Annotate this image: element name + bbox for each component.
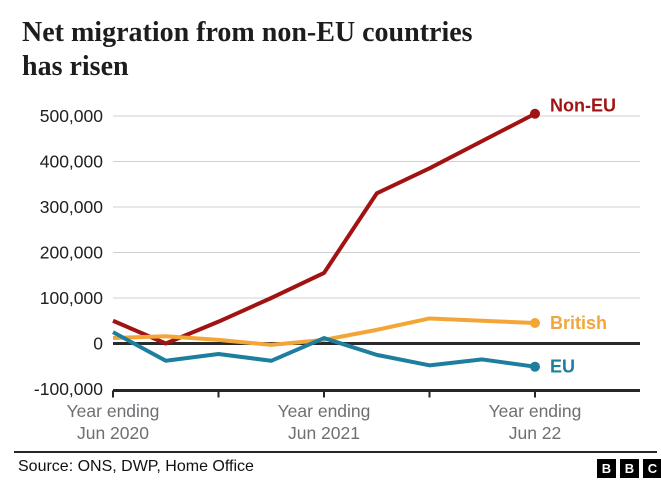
y-tick-label: 500,000 bbox=[40, 106, 104, 126]
x-tick-label-bottom: Jun 22 bbox=[509, 423, 562, 443]
series-line-non-eu bbox=[112, 111, 536, 346]
chart-title-line2: has risen bbox=[22, 50, 129, 82]
source-credit: Source: ONS, DWP, Home Office bbox=[18, 458, 254, 475]
y-tick-label: 300,000 bbox=[40, 197, 104, 217]
y-tick-label: 400,000 bbox=[40, 152, 104, 172]
series-end-dot-british bbox=[530, 318, 540, 329]
bbc-logo-block-b2: B bbox=[620, 459, 639, 478]
series-end-dot-eu bbox=[530, 361, 540, 372]
x-tick-label-bottom: Jun 2020 bbox=[77, 423, 149, 443]
x-tick-label-top: Year ending bbox=[489, 401, 582, 421]
y-tick-label: 0 bbox=[93, 334, 103, 354]
bbc-logo: B B C bbox=[597, 459, 661, 478]
footer-divider bbox=[14, 451, 657, 453]
y-tick-label: -100,000 bbox=[34, 379, 103, 399]
series-label-non-eu: Non-EU bbox=[550, 96, 616, 116]
y-tick-label: 200,000 bbox=[40, 243, 104, 263]
x-tick-label-top: Year ending bbox=[67, 401, 160, 421]
series-end-dot-non-eu bbox=[530, 108, 540, 119]
series-line-eu bbox=[112, 330, 536, 369]
series-label-british: British bbox=[550, 313, 607, 333]
x-tick-label-bottom: Jun 2021 bbox=[288, 423, 360, 443]
chart-title-line1: Net migration from non-EU countries bbox=[22, 17, 473, 48]
x-tick-label-top: Year ending bbox=[278, 401, 371, 421]
y-tick-label: 100,000 bbox=[40, 288, 104, 308]
bbc-logo-block-b1: B bbox=[597, 459, 616, 478]
chart-title: Net migration from non-EU countries has … bbox=[22, 16, 622, 83]
bbc-logo-block-c: C bbox=[643, 459, 661, 478]
series-label-eu: EU bbox=[550, 357, 575, 377]
